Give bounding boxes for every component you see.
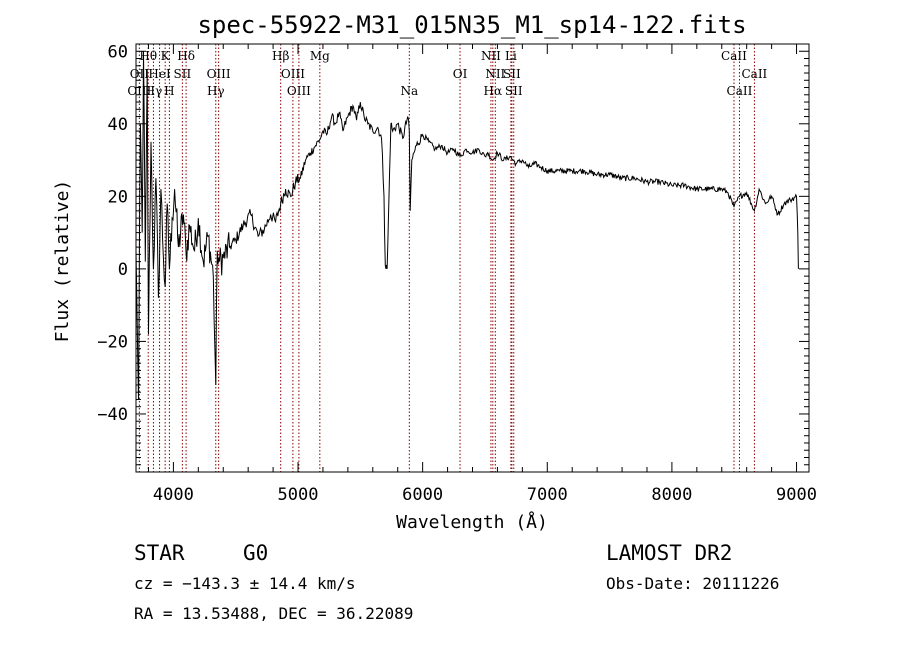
line-label-21: OIII [287, 84, 311, 98]
line-label-14: NII [485, 67, 505, 81]
survey-name: LAMOST DR2 [606, 541, 732, 565]
x-tick-label: 8000 [651, 485, 692, 505]
line-label-13: OI [453, 67, 468, 81]
line-label-12: OIII [281, 67, 305, 81]
spectrum-layer [135, 51, 799, 400]
y-tick-label: 40 [108, 115, 128, 135]
line-label-6: Li [505, 49, 517, 63]
line-label-11: OIII [207, 67, 231, 81]
spectrum-line [135, 51, 799, 400]
sky-coordinates: RA = 13.53488, DEC = 36.22089 [134, 604, 413, 623]
y-axis-ticks: −40 −20 0 20 40 60 [97, 42, 809, 466]
line-label-8: OII [130, 67, 150, 81]
object-class: STAR [134, 541, 185, 565]
observation-date: Obs-Date: 20111226 [606, 574, 779, 593]
line-label-16: CaII [741, 67, 767, 81]
line-label-9: HeI [148, 67, 171, 81]
line-label-20: Hγ [207, 84, 225, 98]
x-tick-label: 7000 [527, 485, 568, 505]
x-tick-label: 6000 [402, 485, 443, 505]
line-label-4: Mg [310, 49, 330, 63]
line-label-18: Hγ [145, 84, 163, 98]
line-label-23: Hα [484, 84, 503, 98]
line-label-1: K [161, 49, 171, 63]
x-tick-label: 5000 [278, 485, 319, 505]
line-label-10: SII [174, 67, 192, 81]
y-tick-label: 60 [108, 42, 128, 62]
line-label-24: SII [505, 84, 523, 98]
line-label-19: H [164, 84, 174, 98]
y-tick-label: −20 [97, 332, 128, 352]
line-label-3: Hβ [272, 49, 289, 63]
y-tick-label: 20 [108, 187, 128, 207]
x-tick-label: 9000 [776, 485, 817, 505]
line-label-25: CaII [727, 84, 753, 98]
object-subclass: G0 [243, 541, 268, 565]
x-axis-label: Wavelength (Å) [396, 511, 548, 533]
line-label-2: Hδ [177, 49, 195, 63]
chart-title: spec-55922-M31_015N35_M1_sp14-122.fits [197, 11, 746, 39]
spectral-line-markers [138, 44, 755, 472]
line-label-22: Na [400, 84, 418, 98]
plot-frame [135, 43, 810, 473]
x-tick-label: 4000 [153, 485, 194, 505]
line-label-7: CaII [721, 49, 747, 63]
line-label-15: SII [503, 67, 521, 81]
line-label-5: NII [481, 49, 501, 63]
x-axis-ticks: 4000 5000 6000 7000 8000 9000 [147, 44, 817, 505]
redshift-velocity: cz = −143.3 ± 14.4 km/s [134, 574, 356, 593]
y-tick-label: 0 [118, 260, 128, 280]
line-label-17: OIII [127, 84, 151, 98]
y-tick-label: −40 [97, 405, 128, 425]
y-axis-label: Flux (relative) [52, 180, 73, 343]
